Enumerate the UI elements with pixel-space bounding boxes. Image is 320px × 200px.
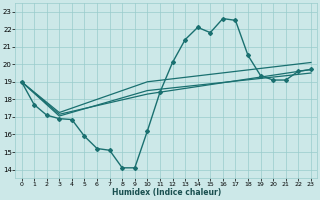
X-axis label: Humidex (Indice chaleur): Humidex (Indice chaleur) — [112, 188, 221, 197]
